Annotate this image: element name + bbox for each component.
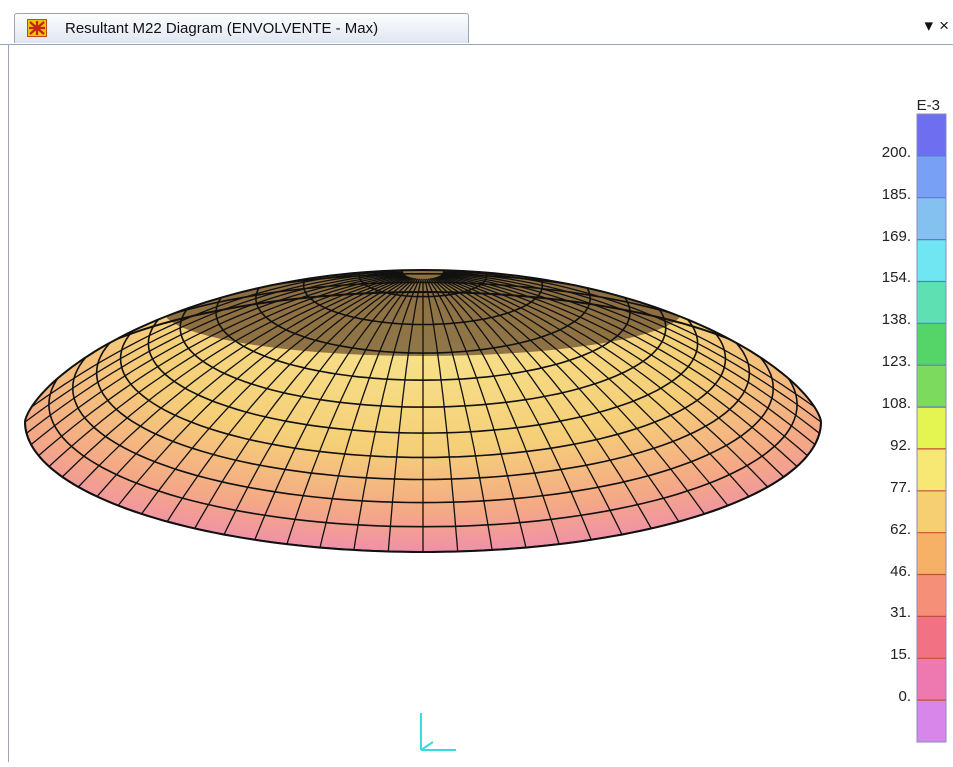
- mesh-meridian: [30, 272, 404, 446]
- mesh-meridian: [424, 278, 459, 552]
- mesh-meridian: [254, 277, 416, 541]
- mesh-meridian: [25, 271, 404, 423]
- legend-swatch: [917, 658, 946, 701]
- legend-swatch: [917, 323, 946, 366]
- close-icon[interactable]: ×: [939, 16, 949, 35]
- tab-strip: Resultant M22 Diagram (ENVOLVENTE - Max)…: [0, 0, 953, 45]
- mesh-meridian: [48, 273, 405, 467]
- legend-label: 154.: [881, 269, 911, 287]
- mesh-meridian: [436, 276, 705, 515]
- dropdown-icon[interactable]: ▾: [924, 16, 934, 35]
- mesh-meridian: [432, 277, 623, 535]
- legend-swatch: [917, 365, 946, 408]
- legend-exponent: E-3: [916, 97, 940, 114]
- legend-swatch: [917, 197, 946, 241]
- legend-swatch: [917, 448, 946, 492]
- legend-swatch: [917, 700, 946, 743]
- mesh-meridian: [437, 275, 729, 507]
- mesh-meridian: [440, 274, 769, 488]
- legend-label: 15.: [890, 646, 911, 664]
- mesh-meridian: [26, 272, 404, 434]
- mesh-meridian: [38, 273, 404, 457]
- legend-swatch: [917, 532, 946, 576]
- mesh-meridian: [223, 277, 414, 535]
- mesh-meridian: [319, 278, 419, 548]
- mesh-meridian: [96, 275, 407, 498]
- mesh-meridian: [430, 277, 592, 541]
- pane-border: [8, 44, 9, 762]
- legend-label: 138.: [881, 311, 911, 329]
- legend-label: 31.: [890, 604, 911, 622]
- mesh-meridian: [387, 278, 422, 552]
- legend-swatch: [917, 490, 946, 534]
- mesh-meridian: [435, 276, 680, 522]
- legend-label: 77.: [890, 478, 911, 496]
- mesh-meridian: [439, 275, 750, 498]
- legend-border: [916, 113, 947, 743]
- mesh-meridian: [26, 271, 404, 412]
- model-viewport[interactable]: 200. 185. 169. 154. 138. 123. 108. 92. 77. 62. 46.…: [9, 45, 953, 762]
- legend-label: 46.: [890, 562, 911, 580]
- color-legend: [916, 113, 947, 743]
- legend-swatch: [917, 281, 946, 324]
- dome-outline: [23, 268, 823, 553]
- legend-label: 123.: [881, 353, 911, 371]
- mesh-meridian: [194, 277, 412, 529]
- legend-swatch: [917, 616, 946, 659]
- mesh-meridian: [286, 278, 417, 545]
- model-icon: [27, 19, 47, 37]
- mesh-meridian: [442, 272, 816, 446]
- mesh-meridian: [77, 274, 406, 488]
- legend-label: 169.: [881, 227, 911, 245]
- mesh-meridian: [425, 278, 493, 551]
- legend-label: 92.: [890, 436, 911, 454]
- legend-swatch: [917, 114, 946, 157]
- mesh-meridian: [442, 271, 820, 412]
- shell-dome-diagram: [23, 268, 823, 751]
- legend-swatch: [917, 574, 946, 617]
- mesh-meridian: [440, 274, 785, 478]
- mesh-meridian: [429, 278, 560, 545]
- mesh-meridian: [442, 271, 821, 423]
- mesh-meridian: [434, 277, 652, 529]
- mesh-meridian: [141, 276, 410, 515]
- legend-label: 185.: [881, 185, 911, 203]
- legend-label: 0.: [898, 688, 911, 706]
- tab-resultant-m22[interactable]: Resultant M22 Diagram (ENVOLVENTE - Max): [14, 13, 469, 43]
- legend-swatch: [917, 407, 946, 450]
- mesh-meridian: [353, 278, 421, 551]
- xyz-axes-icon: [420, 713, 456, 751]
- mesh-meridian: [61, 274, 406, 478]
- mesh-meridian: [442, 273, 808, 457]
- legend-swatch: [917, 239, 946, 282]
- tab-title: Resultant M22 Diagram (ENVOLVENTE - Max): [65, 20, 379, 37]
- legend-swatch: [917, 155, 946, 199]
- legend-label: 62.: [890, 520, 911, 538]
- legend-label: 200.: [881, 143, 911, 161]
- mesh-meridian: [442, 272, 820, 434]
- mesh-meridian: [117, 275, 409, 507]
- mesh-meridian: [427, 278, 527, 548]
- mesh-meridian: [166, 276, 411, 522]
- mesh-meridian: [441, 273, 798, 467]
- legend-label: 108.: [881, 395, 911, 413]
